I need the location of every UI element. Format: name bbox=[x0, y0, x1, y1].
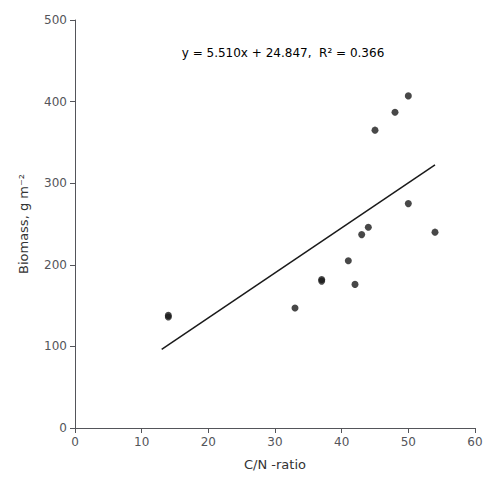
svg-text:50: 50 bbox=[401, 435, 416, 449]
svg-text:Biomass, g m⁻²: Biomass, g m⁻² bbox=[16, 174, 31, 274]
svg-text:20: 20 bbox=[201, 435, 216, 449]
svg-text:0: 0 bbox=[71, 435, 79, 449]
svg-text:40: 40 bbox=[334, 435, 349, 449]
svg-text:100: 100 bbox=[44, 339, 67, 353]
svg-text:300: 300 bbox=[44, 176, 67, 190]
svg-text:30: 30 bbox=[267, 435, 282, 449]
svg-text:10: 10 bbox=[134, 435, 149, 449]
svg-text:C/N -ratio: C/N -ratio bbox=[244, 457, 306, 472]
svg-text:0: 0 bbox=[59, 421, 67, 435]
svg-text:60: 60 bbox=[467, 435, 482, 449]
svg-text:400: 400 bbox=[44, 95, 67, 109]
svg-text:y = 5.510x + 24.847, R² = 0.3: y = 5.510x + 24.847, R² = 0.366 bbox=[182, 46, 385, 60]
svg-text:500: 500 bbox=[44, 13, 67, 27]
svg-text:200: 200 bbox=[44, 258, 67, 272]
